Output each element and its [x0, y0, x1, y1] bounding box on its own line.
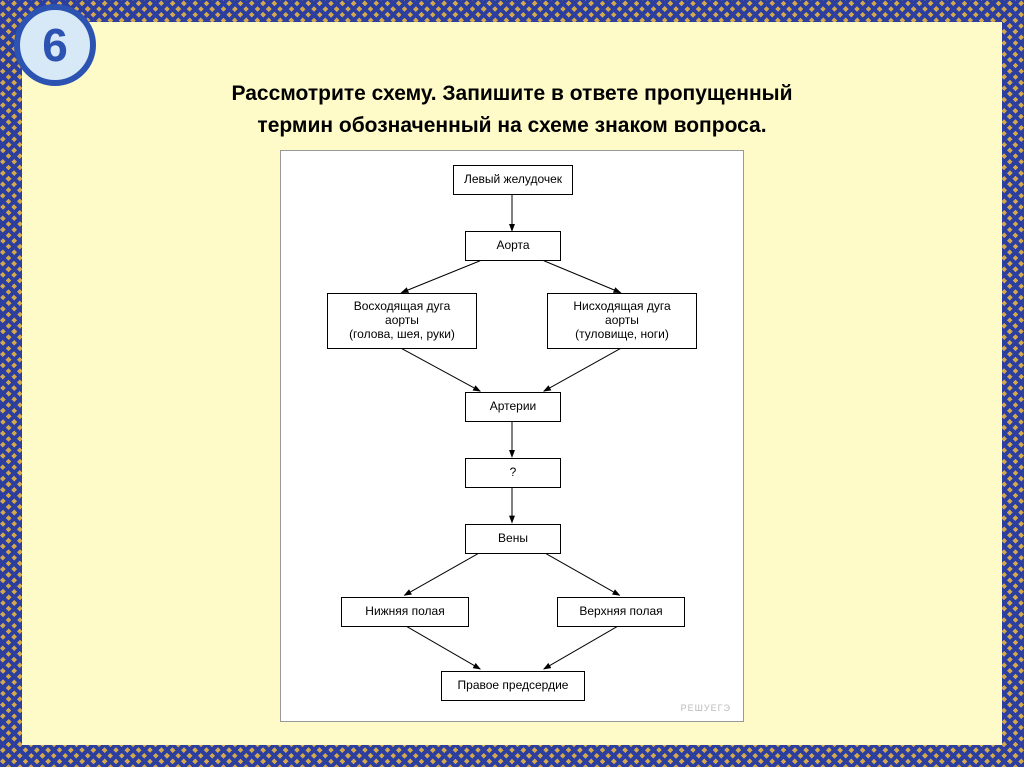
flowchart-node-n6: ?	[465, 458, 561, 488]
flowchart-node-n9: Верхняя полая	[557, 597, 685, 627]
flowchart-node-n5: Артерии	[465, 392, 561, 422]
edge-n7-n8	[404, 552, 480, 595]
edge-n2-n4	[544, 261, 621, 293]
flowchart-node-n10: Правое предсердие	[441, 671, 585, 701]
title-line-2: термин обозначенный на схеме знаком вопр…	[257, 114, 766, 137]
flowchart-node-n2: Аорта	[465, 231, 561, 261]
flowchart-node-n1: Левый желудочек	[453, 165, 573, 195]
watermark: РЕШУЕГЭ	[681, 703, 731, 713]
edge-n4-n5	[544, 348, 621, 391]
flowchart-node-n8: Нижняя полая	[341, 597, 469, 627]
flowchart-panel: Левый желудочек Аорта Восходящая дугааорты…	[280, 150, 744, 722]
flowchart-node-n3: Восходящая дугааорты(голова, шея, руки)	[327, 293, 477, 349]
edge-n8-n10	[404, 625, 480, 669]
flowchart-node-n7: Вены	[465, 524, 561, 554]
question-title: Рассмотрите схему. Запишите в ответе про…	[132, 78, 892, 141]
question-number: 6	[42, 18, 68, 72]
question-number-badge: 6	[14, 4, 96, 86]
title-line-1: Рассмотрите схему. Запишите в ответе про…	[232, 82, 793, 105]
edge-n7-n9	[544, 552, 620, 595]
flowchart-node-n4: Нисходящая дугааорты(туловище, ноги)	[547, 293, 697, 349]
edge-n3-n5	[401, 348, 480, 391]
edge-n2-n3	[401, 261, 480, 293]
edge-n9-n10	[544, 625, 620, 669]
